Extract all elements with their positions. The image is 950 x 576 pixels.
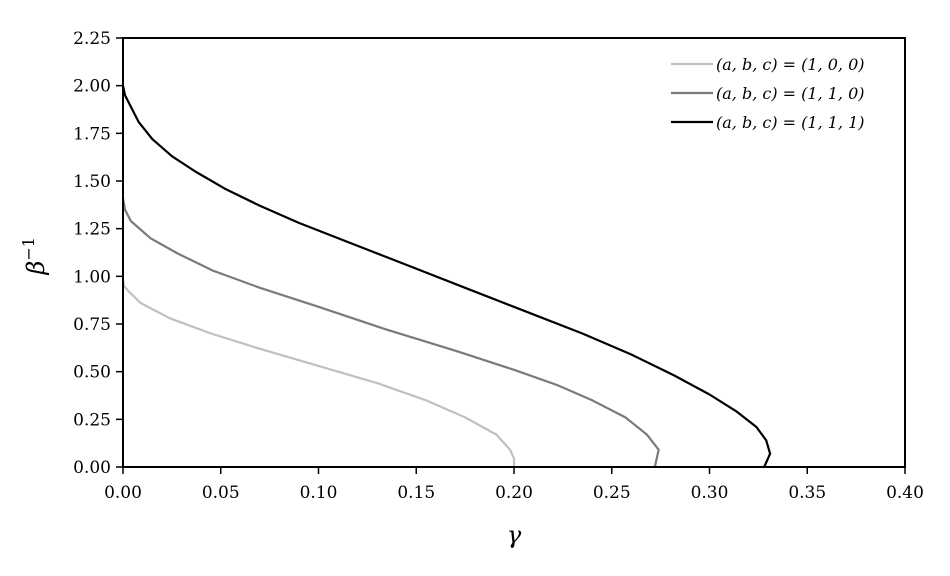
- y-axis-label: β−1: [19, 237, 50, 275]
- legend-label: (a, b, c) = (1, 0, 0): [716, 55, 865, 74]
- x-tick-label: 0.25: [593, 483, 631, 503]
- y-tick-label: 2.25: [73, 29, 111, 49]
- y-axis-label-group: β−1: [19, 237, 50, 275]
- y-axis: 0.00 0.25 0.50 0.75 1.00 1.25 1.50 1.75 2.00 2.25: [73, 29, 123, 478]
- y-tick-label: 0.50: [73, 363, 111, 383]
- x-axis: 0.00 0.05 0.10 0.15 0.20 0.25 0.30 0.35 0.40: [104, 467, 924, 503]
- legend: (a, b, c) = (1, 0, 0) (a, b, c) = (1, 1, …: [671, 55, 865, 132]
- y-tick-label: 0.25: [73, 410, 111, 430]
- x-tick-label: 0.15: [397, 483, 435, 503]
- series-line-3: [121, 85, 772, 468]
- legend-item-2: (a, b, c) = (1, 1, 0): [671, 84, 865, 103]
- x-tick-label: 0.10: [300, 483, 338, 503]
- x-tick-label: 0.05: [202, 483, 240, 503]
- legend-item-3: (a, b, c) = (1, 1, 1): [671, 113, 865, 132]
- y-tick-label: 1.50: [73, 172, 111, 192]
- x-tick-label: 0.30: [691, 483, 729, 503]
- x-tick-label: 0.35: [788, 483, 826, 503]
- x-tick-label: 0.40: [886, 483, 924, 503]
- x-tick-label: 0.00: [104, 483, 142, 503]
- plot-lines: [121, 85, 772, 468]
- y-tick-label: 1.75: [73, 124, 111, 144]
- legend-label: (a, b, c) = (1, 1, 0): [716, 84, 865, 103]
- y-tick-label: 1.25: [73, 220, 111, 240]
- legend-label: (a, b, c) = (1, 1, 1): [716, 113, 865, 132]
- legend-item-1: (a, b, c) = (1, 0, 0): [671, 55, 865, 74]
- y-tick-label: 2.00: [73, 77, 111, 97]
- y-axis-label-superscript: −1: [19, 237, 38, 261]
- series-line-1: [121, 279, 516, 467]
- y-tick-label: 0.00: [73, 458, 111, 478]
- series-line-2: [121, 198, 660, 468]
- y-axis-label-base: β: [22, 261, 50, 276]
- x-tick-label: 0.20: [495, 483, 533, 503]
- x-axis-label: γ: [507, 521, 522, 549]
- y-tick-label: 1.00: [73, 267, 111, 287]
- y-tick-label: 0.75: [73, 315, 111, 335]
